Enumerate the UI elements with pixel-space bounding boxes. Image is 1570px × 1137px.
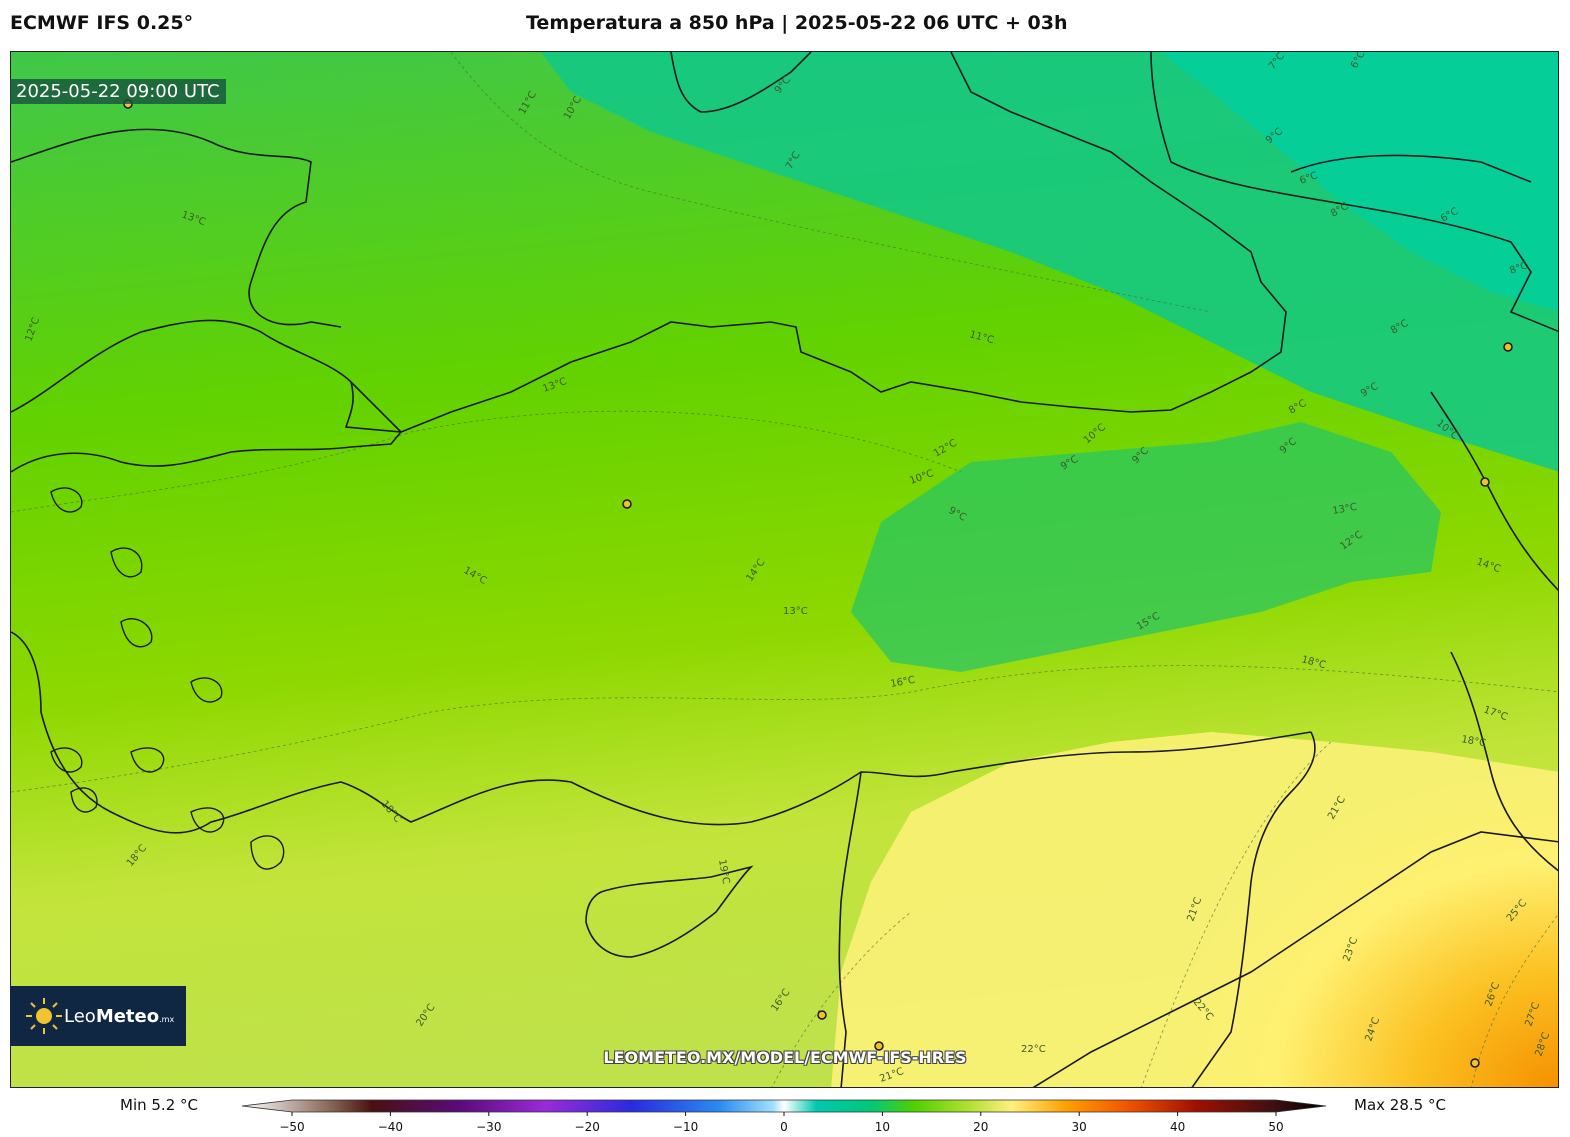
colorbar-tick-label: −10 xyxy=(673,1120,698,1134)
contour-label: 18°C xyxy=(1460,734,1486,749)
city-marker xyxy=(817,1010,827,1020)
contour-label: 22°C xyxy=(1021,1044,1046,1055)
city-marker xyxy=(622,499,632,509)
southeast-hot-region xyxy=(1111,732,1558,1087)
valid-time-label: 2025-05-22 09:00 UTC xyxy=(10,79,226,104)
map-canvas: 11°C 10°C9°C7°C 6°C9°C6°C7°C6°C8°C8°C13°C1… xyxy=(11,52,1558,1087)
site-watermark: LEOMETEO.MX/MODEL/ECMWF-IFS-HRES xyxy=(603,1048,967,1067)
northeast-coldest-region xyxy=(1161,52,1558,312)
leometeo-logo: LeoMeteo.mx xyxy=(10,986,186,1046)
logo-wordmark: LeoMeteo.mx xyxy=(64,1006,175,1027)
city-marker xyxy=(874,1041,884,1051)
sun-icon xyxy=(26,998,62,1034)
contour-labels: 11°C 10°C9°C7°C 6°C9°C6°C7°C6°C8°C8°C13°C1… xyxy=(23,52,1552,1085)
colorbar-strip xyxy=(241,1099,1327,1113)
colorbar-tick-label: 30 xyxy=(1072,1120,1087,1134)
colorbar-tick-label: −20 xyxy=(575,1120,600,1134)
colorbar-tick-label: 50 xyxy=(1268,1120,1283,1134)
city-marker xyxy=(1480,477,1490,487)
contour-label: 16°C xyxy=(890,675,916,690)
max-value-label: Max 28.5 °C xyxy=(1354,1096,1446,1114)
temperature-map[interactable]: 11°C 10°C 9°C 7°C 6°C 9°C 6°C 7°C 6°C 8°C 8°C 13°C 1… xyxy=(10,51,1559,1088)
min-value-label: Min 5.2 °C xyxy=(120,1096,198,1114)
coastlines-and-borders xyxy=(11,52,1558,1087)
colorbar-tick-label: 0 xyxy=(780,1120,788,1134)
aegean-islands xyxy=(50,487,285,870)
city-marker xyxy=(1503,342,1513,352)
contour-label: 13°C xyxy=(1332,502,1358,517)
colorbar-tick-label: −30 xyxy=(476,1120,501,1134)
colorbar-tick-label: −40 xyxy=(378,1120,403,1134)
contour-lines xyxy=(11,52,1558,1087)
eastern-cool-pocket xyxy=(851,422,1441,672)
colorbar-tick-label: 10 xyxy=(875,1120,890,1134)
model-name: ECMWF IFS 0.25° xyxy=(10,12,194,34)
colorbar-tick-label: 40 xyxy=(1170,1120,1185,1134)
colorbar-ticks: −50 −40 −30 −20 −10 0 10 20 30 40 50 xyxy=(279,1112,1284,1134)
chart-title: Temperatura a 850 hPa | 2025-05-22 06 UT… xyxy=(526,12,1068,34)
colorbar-tick-label: −50 xyxy=(279,1120,304,1134)
contour-label: 13°C xyxy=(783,606,808,617)
colorbar-tick-label: 20 xyxy=(973,1120,988,1134)
contour-label: 19°C xyxy=(716,859,731,885)
city-marker xyxy=(1470,1058,1480,1068)
